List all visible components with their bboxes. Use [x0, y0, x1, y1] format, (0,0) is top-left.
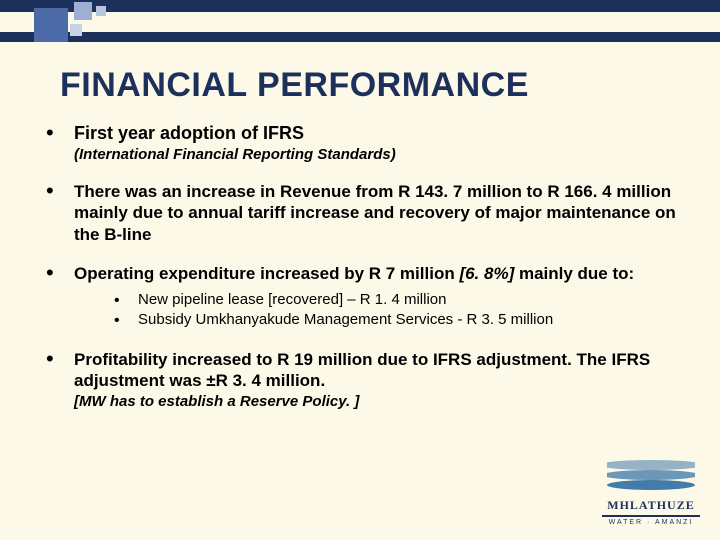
- org-logo: MHLATHUZE WATER · AMANZI: [596, 458, 706, 530]
- slide-content: FINANCIAL PERFORMANCE First year adoptio…: [40, 56, 680, 428]
- header-stripe: [0, 12, 720, 32]
- bullet-list: First year adoption of IFRS (Internation…: [40, 123, 680, 410]
- bullet-3-lead: Operating expenditure increased by R 7 m…: [74, 264, 459, 283]
- sub-list-item: New pipeline lease [recovered] – R 1. 4 …: [108, 290, 680, 310]
- bullet-3-text: Operating expenditure increased by R 7 m…: [74, 263, 680, 284]
- bullet-1-heading: First year adoption of IFRS: [74, 123, 680, 144]
- logo-name: MHLATHUZE: [596, 498, 706, 513]
- sub-list: New pipeline lease [recovered] – R 1. 4 …: [108, 290, 680, 331]
- decor-square-1: [34, 8, 68, 42]
- list-item: First year adoption of IFRS (Internation…: [40, 123, 680, 163]
- logo-waves-icon: [607, 458, 695, 496]
- list-item: There was an increase in Revenue from R …: [40, 181, 680, 245]
- sub-list-item: Subsidy Umkhanyakude Management Services…: [108, 310, 680, 330]
- decor-square-4: [96, 6, 106, 16]
- bullet-4-note: [MW has to establish a Reserve Policy. ]: [74, 393, 680, 410]
- bullet-2-text: There was an increase in Revenue from R …: [74, 181, 680, 245]
- bullet-1-subtext: (International Financial Reporting Stand…: [74, 146, 680, 163]
- decor-square-2: [74, 2, 92, 20]
- bullet-3-pct: [6. 8%]: [459, 264, 514, 283]
- decor-square-3: [70, 24, 82, 36]
- bullet-3-tail: mainly due to:: [514, 264, 634, 283]
- bullet-4-text: Profitability increased to R 19 million …: [74, 349, 680, 392]
- logo-tagline: WATER · AMANZI: [596, 519, 706, 526]
- header-bar: [0, 0, 720, 42]
- logo-divider: [602, 515, 700, 517]
- list-item: Operating expenditure increased by R 7 m…: [40, 263, 680, 331]
- list-item: Profitability increased to R 19 million …: [40, 349, 680, 411]
- slide-title: FINANCIAL PERFORMANCE: [60, 66, 680, 105]
